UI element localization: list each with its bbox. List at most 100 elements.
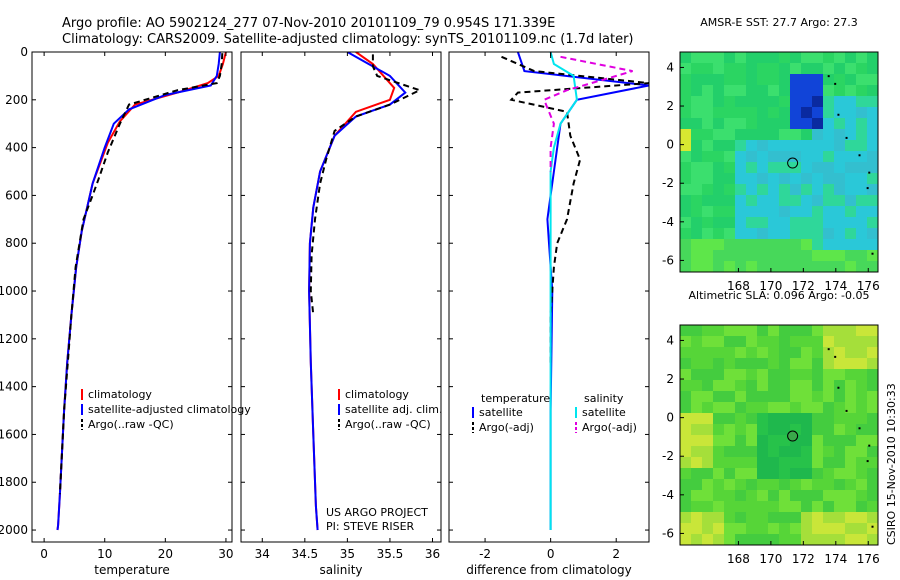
sla-map-cell — [691, 358, 703, 370]
sla-map-cell — [702, 534, 714, 546]
difference-xtick-label: 2 — [612, 547, 620, 561]
sst-map-cell — [735, 228, 747, 240]
sst-map-cell — [724, 162, 736, 174]
sst-map-cell — [746, 118, 758, 130]
sla-map-cell — [757, 336, 769, 348]
sla-map-cell — [768, 457, 780, 469]
sla-map-cell — [735, 336, 747, 348]
sla-map-cell — [834, 336, 846, 348]
sst-map-cell — [801, 85, 813, 97]
sst-map-cell — [735, 261, 747, 273]
sst-map-cell — [779, 162, 791, 174]
sla-map-cell — [856, 435, 868, 447]
sla-map-cell — [702, 490, 714, 502]
sst-map-cell — [867, 107, 879, 119]
sla-map-cell — [702, 380, 714, 392]
sst-map-island — [834, 82, 837, 85]
sla-map-cell — [856, 446, 868, 458]
sla-map-cell — [680, 424, 692, 436]
sst-map-cell — [801, 261, 813, 273]
sst-map-cell — [867, 228, 879, 240]
difference-frame — [448, 51, 650, 543]
sst-map-cell — [834, 250, 846, 262]
temperature-xlabel: temperature — [94, 563, 169, 577]
sla-map-cell — [812, 479, 824, 491]
difference-legend-label: Argo(-adj) — [479, 421, 534, 434]
sla-map-cell — [856, 325, 868, 337]
sla-map-cell — [867, 490, 879, 502]
sst-map-island — [827, 75, 830, 78]
sst-map-cell — [713, 206, 725, 218]
sla-map-cell — [691, 457, 703, 469]
sst-map-cell — [713, 217, 725, 229]
temperature-series-0 — [56, 52, 227, 531]
sla-map-cell — [757, 479, 769, 491]
sla-map-cell — [812, 468, 824, 480]
sst-map-cell — [768, 184, 780, 196]
sla-map-cell — [834, 490, 846, 502]
sst-map-cell — [735, 52, 747, 64]
sst-map-cell — [856, 261, 868, 273]
sst-map-cell — [801, 206, 813, 218]
sst-map-cell — [867, 85, 879, 97]
sst-map-cell — [680, 63, 692, 75]
sla-map-cell — [823, 369, 835, 381]
sst-map-cell — [845, 140, 857, 152]
sla-map-cell — [845, 435, 857, 447]
sla-map-cell — [735, 402, 747, 414]
sla-map-cell — [702, 336, 714, 348]
sla-map-cell — [801, 391, 813, 403]
sst-map-ytick-label: -6 — [662, 253, 674, 267]
sla-map-cell — [867, 358, 879, 370]
sst-map-cell — [768, 239, 780, 251]
sla-map-cell — [856, 380, 868, 392]
sst-map-cell — [790, 162, 802, 174]
sla-map-cell — [812, 336, 824, 348]
sst-map-cell — [735, 173, 747, 185]
sst-map-cell — [779, 63, 791, 75]
sla-map-cell — [845, 479, 857, 491]
salinity-legend-label: Argo(..raw -QC) — [345, 418, 431, 431]
sst-map-xtick-label: 174 — [824, 279, 847, 293]
sla-map-cell — [867, 446, 879, 458]
sla-map-cell — [823, 523, 835, 535]
sst-map-cell — [812, 217, 824, 229]
sst-map-cell — [834, 162, 846, 174]
sst-map-cell — [713, 107, 725, 119]
sst-map-island — [845, 136, 848, 139]
sla-map-cell — [735, 446, 747, 458]
sst-map-cell — [801, 118, 813, 130]
sla-map-cell — [702, 501, 714, 513]
sla-map-ytick-label: -2 — [662, 449, 674, 463]
sst-map-cell — [757, 74, 769, 86]
sla-map-cell — [867, 523, 879, 535]
sst-map-cell — [790, 173, 802, 185]
sla-map-island — [868, 444, 871, 447]
sla-map-cell — [801, 424, 813, 436]
sst-map-cell — [680, 195, 692, 207]
sla-map-cell — [834, 391, 846, 403]
sst-map-cell — [779, 140, 791, 152]
sst-map-cell — [724, 151, 736, 163]
sla-map-cell — [768, 479, 780, 491]
difference-series-1 — [501, 55, 649, 363]
sst-map-cell — [724, 96, 736, 108]
salinity-xtick-label: 35 — [340, 547, 355, 561]
sla-map-cell — [779, 391, 791, 403]
sla-map-cell — [779, 523, 791, 535]
sla-map-cell — [834, 457, 846, 469]
sla-map-cell — [834, 501, 846, 513]
sla-map-cell — [724, 358, 736, 370]
sla-map-cell — [746, 512, 758, 524]
sla-map-xtick-label: 176 — [857, 552, 880, 566]
sst-map-cell — [779, 261, 791, 273]
sla-map-cell — [702, 512, 714, 524]
sst-map-cell — [680, 228, 692, 240]
sla-map-cell — [691, 501, 703, 513]
sst-map-cell — [735, 107, 747, 119]
sst-map-cell — [702, 250, 714, 262]
sst-map-cell — [812, 206, 824, 218]
sla-map-cell — [746, 446, 758, 458]
sla-map-cell — [834, 479, 846, 491]
sst-map-cell — [856, 129, 868, 141]
